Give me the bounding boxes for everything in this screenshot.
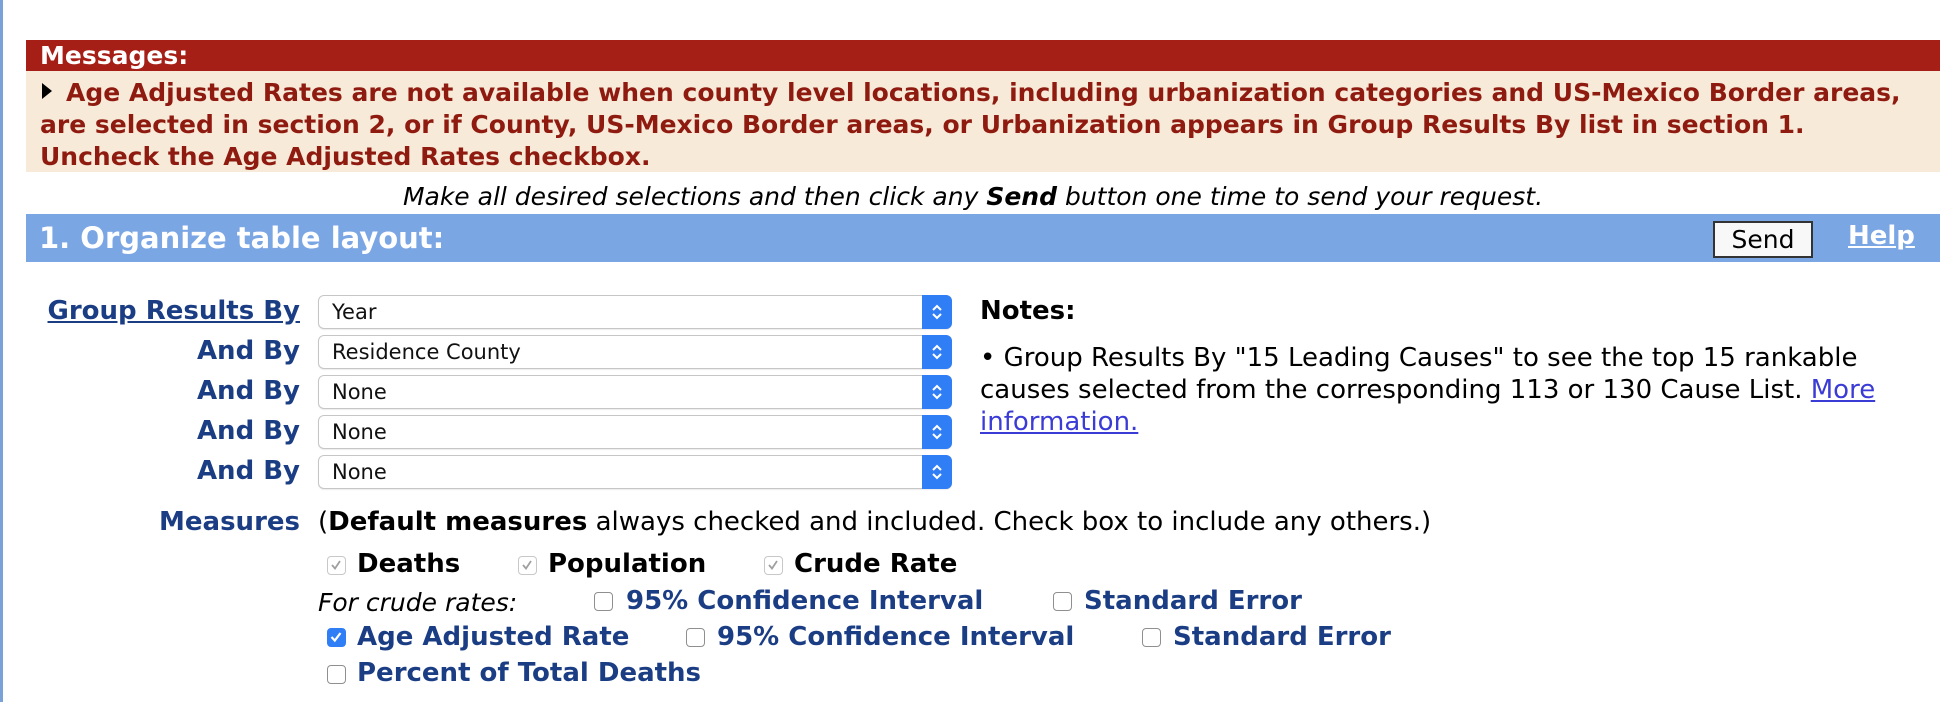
and-by-label-4: And By	[196, 456, 300, 486]
select-arrows-icon	[922, 375, 952, 409]
messages-header: Messages:	[26, 40, 1940, 71]
message-text: Age Adjusted Rates are not available whe…	[40, 78, 1901, 171]
crude-standard-error-label[interactable]: Standard Error	[1084, 586, 1302, 616]
help-link[interactable]: Help	[1848, 221, 1915, 251]
section-bar: 1. Organize table layout: Send Help	[26, 214, 1940, 262]
deaths-checkbox	[327, 556, 346, 575]
notes-bullet: •	[980, 343, 996, 373]
select-arrows-icon	[922, 455, 952, 489]
instruction-send-word: Send	[986, 182, 1057, 211]
measures-intro: (Default measures always checked and inc…	[318, 507, 1432, 537]
and-by-select-3[interactable]: None	[318, 415, 952, 449]
more-information-link[interactable]: More information.	[980, 375, 1876, 437]
crude-rate-checkbox	[764, 556, 783, 575]
and-by-select-2[interactable]: None	[318, 375, 952, 409]
age-confidence-interval-label[interactable]: 95% Confidence Interval	[717, 622, 1075, 652]
crude-rates-label: For crude rates:	[318, 588, 518, 617]
population-checkbox	[518, 556, 537, 575]
select-value: Year	[332, 300, 377, 324]
notes-text: • Group Results By "15 Leading Causes" t…	[980, 343, 1876, 437]
age-confidence-interval-checkbox[interactable]	[686, 628, 705, 647]
and-by-label-3: And By	[196, 416, 300, 446]
age-standard-error-checkbox[interactable]	[1142, 628, 1161, 647]
percent-total-deaths-label[interactable]: Percent of Total Deaths	[357, 658, 702, 688]
and-by-label-2: And By	[196, 376, 300, 406]
section-title: 1. Organize table layout:	[39, 221, 445, 255]
group-results-by-link[interactable]: Group Results By	[47, 296, 300, 326]
and-by-label-1: And By	[196, 336, 300, 366]
notes-title: Notes:	[980, 296, 1076, 326]
percent-total-deaths-checkbox[interactable]	[327, 665, 346, 684]
select-value: None	[332, 420, 387, 444]
crude-rate-label: Crude Rate	[794, 549, 958, 579]
age-standard-error-label[interactable]: Standard Error	[1173, 622, 1391, 652]
deaths-label: Deaths	[357, 549, 461, 579]
age-adjusted-rate-checkbox[interactable]	[327, 628, 346, 647]
and-by-select-4[interactable]: None	[318, 455, 952, 489]
send-button[interactable]: Send	[1713, 221, 1813, 258]
measures-label: Measures	[159, 507, 300, 537]
select-arrows-icon	[922, 335, 952, 369]
messages-body: Age Adjusted Rates are not available whe…	[26, 71, 1940, 172]
and-by-select-1[interactable]: Residence County	[318, 335, 952, 369]
crude-confidence-interval-label[interactable]: 95% Confidence Interval	[626, 586, 984, 616]
age-adjusted-rate-label[interactable]: Age Adjusted Rate	[357, 622, 630, 652]
instruction-text: Make all desired selections and then cli…	[402, 182, 1544, 211]
disclosure-triangle-icon[interactable]	[42, 83, 52, 99]
select-arrows-icon	[922, 415, 952, 449]
group-results-select[interactable]: Year	[318, 295, 952, 329]
crude-standard-error-checkbox[interactable]	[1053, 592, 1072, 611]
page-left-rule	[0, 0, 3, 702]
select-value: Residence County	[332, 340, 521, 364]
select-arrows-icon	[922, 295, 952, 329]
select-value: None	[332, 380, 387, 404]
crude-confidence-interval-checkbox[interactable]	[594, 592, 613, 611]
population-label: Population	[548, 549, 707, 579]
select-value: None	[332, 460, 387, 484]
